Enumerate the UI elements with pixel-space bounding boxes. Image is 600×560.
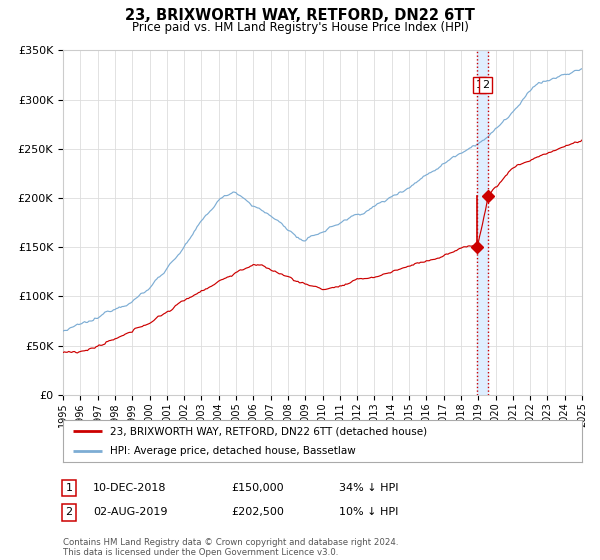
- Text: 34% ↓ HPI: 34% ↓ HPI: [339, 483, 398, 493]
- Text: £202,500: £202,500: [231, 507, 284, 517]
- Text: 23, BRIXWORTH WAY, RETFORD, DN22 6TT: 23, BRIXWORTH WAY, RETFORD, DN22 6TT: [125, 8, 475, 24]
- Bar: [477, 50, 488, 395]
- Text: Contains HM Land Registry data © Crown copyright and database right 2024.
This d: Contains HM Land Registry data © Crown c…: [63, 538, 398, 557]
- Text: HPI: Average price, detached house, Bassetlaw: HPI: Average price, detached house, Bass…: [110, 446, 355, 456]
- Text: 1: 1: [476, 80, 483, 90]
- Text: 10% ↓ HPI: 10% ↓ HPI: [339, 507, 398, 517]
- Text: 10-DEC-2018: 10-DEC-2018: [93, 483, 167, 493]
- Text: 23, BRIXWORTH WAY, RETFORD, DN22 6TT (detached house): 23, BRIXWORTH WAY, RETFORD, DN22 6TT (de…: [110, 426, 427, 436]
- Text: 02-AUG-2019: 02-AUG-2019: [93, 507, 167, 517]
- Text: 2: 2: [482, 80, 490, 90]
- Text: 1: 1: [65, 483, 73, 493]
- Text: 2: 2: [65, 507, 73, 517]
- Text: £150,000: £150,000: [231, 483, 284, 493]
- Text: Price paid vs. HM Land Registry's House Price Index (HPI): Price paid vs. HM Land Registry's House …: [131, 21, 469, 34]
